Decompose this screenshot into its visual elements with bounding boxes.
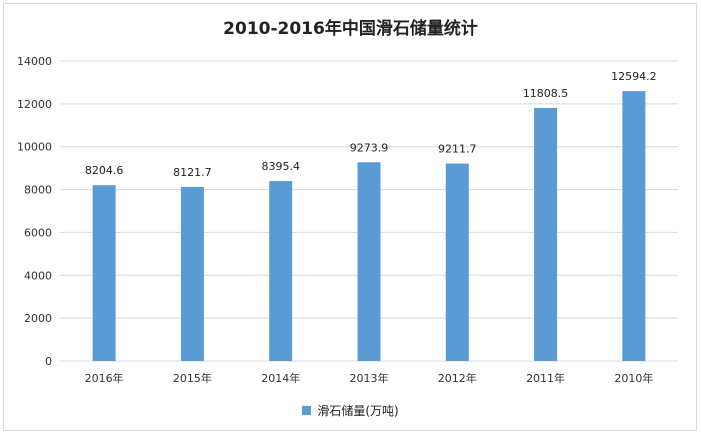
bar <box>534 107 558 361</box>
y-tick-label: 4000 <box>24 269 52 282</box>
data-label: 9273.9 <box>350 141 389 154</box>
chart-frame <box>3 3 697 431</box>
x-tick-label: 2016年 <box>85 371 124 385</box>
y-tick-label: 14000 <box>17 55 52 68</box>
x-tick-label: 2012年 <box>438 371 477 385</box>
y-tick-label: 0 <box>45 355 52 368</box>
y-tick-label: 8000 <box>24 184 52 197</box>
bar <box>445 163 469 361</box>
y-tick-label: 10000 <box>17 141 52 154</box>
data-labels: 8204.6 8121.7 8395.4 9273.9 9211.7 11808.5 125… <box>85 70 657 179</box>
x-tick-label: 2010年 <box>614 371 653 385</box>
legend-swatch <box>302 406 312 415</box>
legend-label: 滑石储量(万吨) <box>317 404 399 418</box>
bar <box>269 181 293 361</box>
bar <box>357 162 381 361</box>
x-tick-label: 2011年 <box>526 371 565 385</box>
x-tick-label: 2013年 <box>350 371 389 385</box>
legend: 滑石储量(万吨) <box>0 402 701 419</box>
data-label: 11808.5 <box>523 87 569 100</box>
x-axis: 2016年 2015年 2014年 2013年 2012年 2011年 2010年 <box>85 371 654 385</box>
data-label: 8395.4 <box>261 160 300 173</box>
data-label: 8204.6 <box>85 164 124 177</box>
bar <box>180 186 204 361</box>
data-label: 8121.7 <box>173 166 212 179</box>
x-tick-label: 2015年 <box>173 371 212 385</box>
data-label: 9211.7 <box>438 143 477 156</box>
chart-title: 2010-2016年中国滑石储量统计 <box>223 19 478 39</box>
y-tick-label: 12000 <box>17 98 52 111</box>
bar <box>622 91 646 362</box>
bars <box>92 91 646 362</box>
x-tick-label: 2014年 <box>261 371 300 385</box>
y-axis: 0 2000 4000 6000 8000 10000 12000 14000 <box>17 55 52 368</box>
y-tick-label: 2000 <box>24 312 52 325</box>
bar <box>92 185 116 361</box>
y-tick-label: 6000 <box>24 226 52 239</box>
data-label: 12594.2 <box>611 70 657 83</box>
